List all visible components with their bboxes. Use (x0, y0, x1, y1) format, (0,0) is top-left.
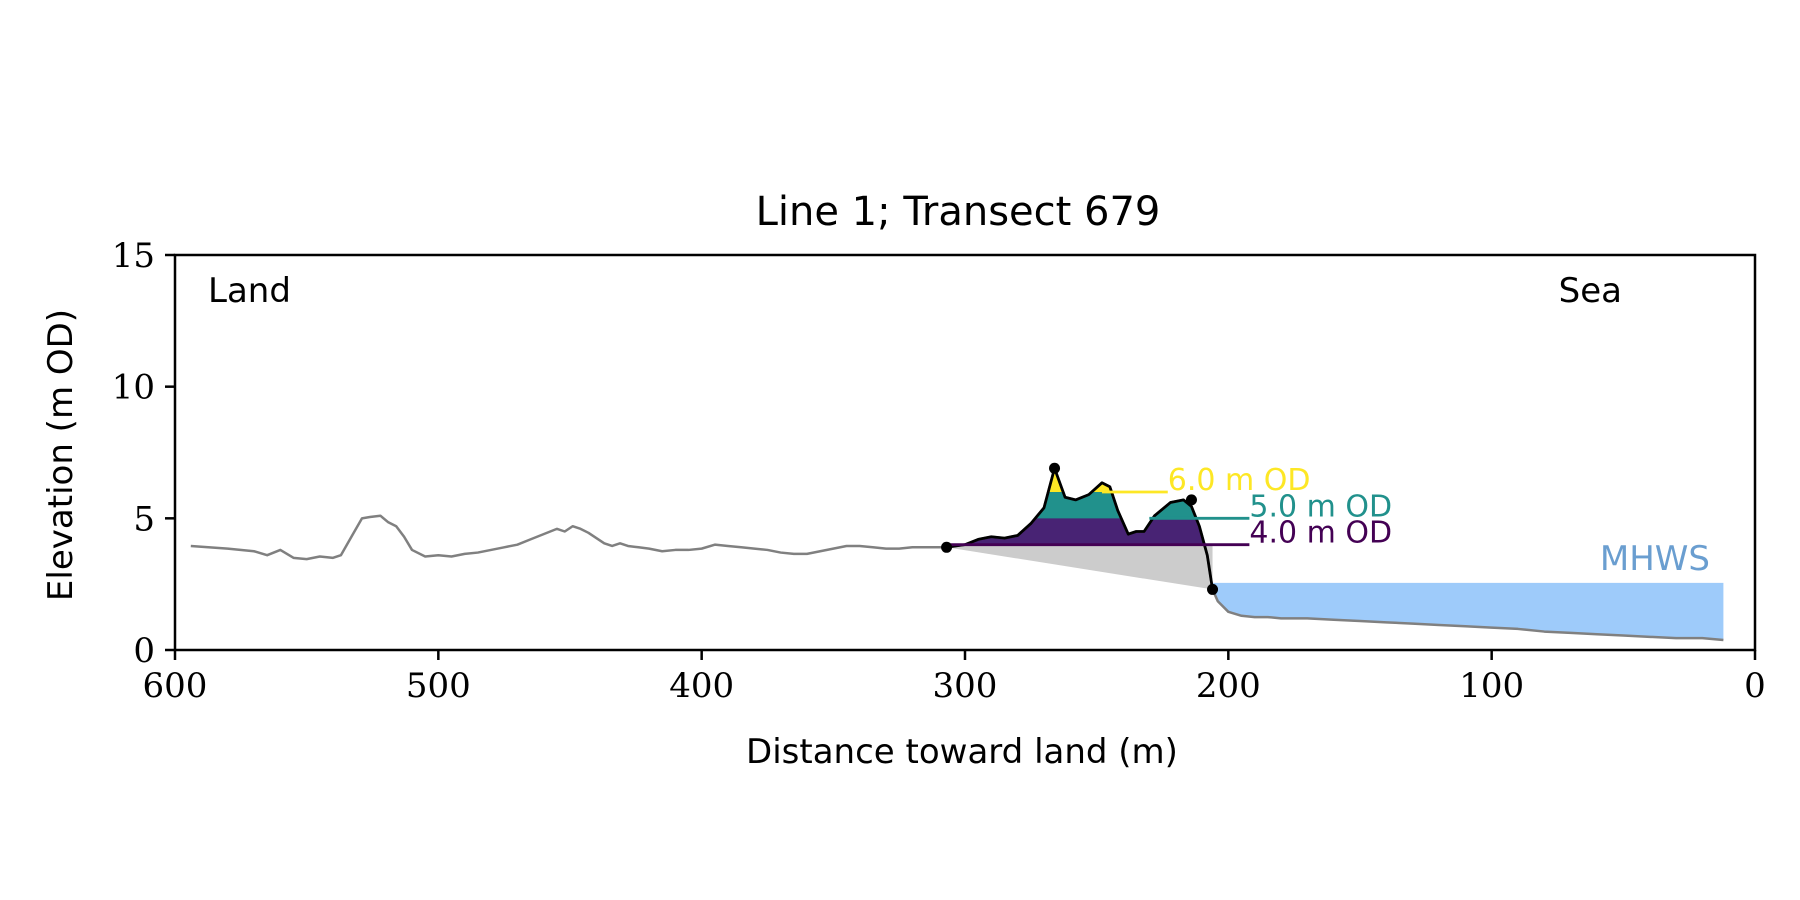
y-tick-label: 10 (112, 368, 155, 408)
x-axis-label: Distance toward land (m) (746, 732, 1178, 772)
dune-marker (941, 541, 953, 553)
level-label: 6.0 m OD (1168, 463, 1311, 498)
x-axis: 600 500 400 300 200 100 0 (143, 650, 1766, 706)
x-tick-label: 400 (669, 666, 734, 706)
x-tick-label: 500 (406, 666, 471, 706)
level-label: 4.0 m OD (1249, 516, 1392, 551)
y-tick-label: 5 (133, 499, 155, 539)
x-tick-label: 200 (1196, 666, 1261, 706)
x-tick-label: 0 (1744, 666, 1766, 706)
x-tick-label: 100 (1459, 666, 1524, 706)
sea-label: Sea (1559, 271, 1622, 311)
land-label: Land (208, 271, 291, 311)
chart-title: Line 1; Transect 679 (756, 189, 1161, 235)
dune-marker (1049, 462, 1061, 474)
level-fill-6 (1091, 482, 1112, 492)
dune-outline (946, 466, 1214, 590)
y-tick-label: 0 (133, 631, 155, 671)
level-fill-6 (1048, 468, 1064, 492)
dune-marker (1185, 494, 1197, 506)
x-tick-label: 600 (143, 666, 208, 706)
profile-line (190, 467, 1724, 642)
level-fill-5 (1152, 499, 1197, 519)
y-tick-label: 15 (112, 236, 155, 276)
mhws-label: MHWS (1600, 539, 1710, 579)
y-axis: 0 5 10 15 (112, 236, 175, 671)
plot-area: 4.0 m OD5.0 m OD6.0 m OD (190, 462, 1724, 642)
level-label: 5.0 m OD (1249, 489, 1392, 524)
dune-base-wedge (946, 544, 1213, 590)
mhws-water-area (1209, 582, 1724, 640)
x-tick-label: 300 (933, 666, 998, 706)
y-axis-label: Elevation (m OD) (41, 309, 81, 601)
dune-marker (1207, 583, 1219, 595)
